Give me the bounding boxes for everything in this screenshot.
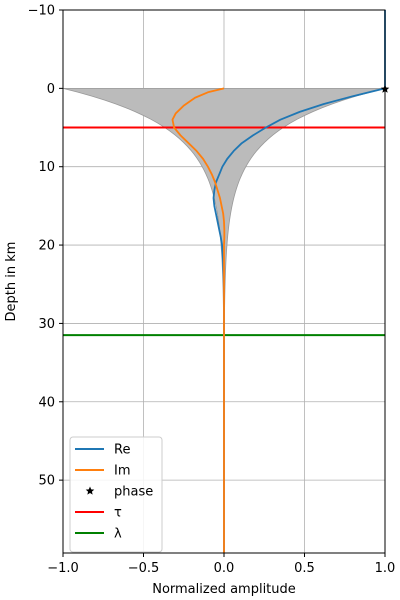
x-tick-label: 1.0 — [375, 561, 396, 576]
x-tick-label: 0.5 — [294, 561, 315, 576]
series-line-Im — [171, 87, 226, 553]
y-tick-label: 0 — [47, 82, 55, 97]
legend-label-Re: Re — [114, 443, 130, 458]
legend-label-λ: λ — [114, 527, 122, 542]
x-axis-label: Normalized amplitude — [152, 582, 296, 597]
y-axis-label: Depth in km — [4, 242, 19, 322]
y-tick-label: 50 — [38, 474, 55, 489]
y-tick-label: 30 — [38, 317, 55, 332]
legend-label-Im: Im — [114, 464, 131, 479]
x-tick-label: −0.5 — [128, 561, 160, 576]
legend-label-phase: phase — [114, 485, 153, 500]
x-tick-label: 0.0 — [214, 561, 235, 576]
x-axis-ticks: −1.0 −0.5 0.0 0.5 1.0 — [47, 553, 395, 576]
y-axis-ticks: −10 0 10 20 30 40 50 — [28, 4, 63, 489]
legend-label-τ: τ — [114, 506, 122, 521]
y-tick-label: 40 — [38, 395, 55, 410]
series-line-Re — [212, 10, 386, 553]
legend-swatch-phase — [85, 486, 95, 495]
legend-box — [69, 436, 163, 553]
x-tick-label: −1.0 — [47, 561, 79, 576]
y-tick-label: 10 — [38, 160, 55, 175]
y-tick-label: 20 — [38, 239, 55, 254]
legend: Re Im phase τλ — [69, 436, 163, 553]
y-tick-label: −10 — [28, 4, 55, 19]
